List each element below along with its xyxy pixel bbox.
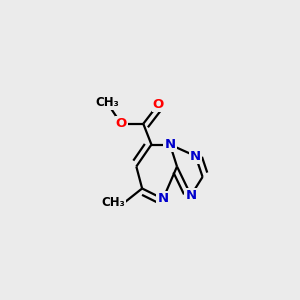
- Text: O: O: [116, 117, 127, 130]
- Text: CH₃: CH₃: [101, 196, 125, 209]
- Text: N: N: [190, 150, 201, 163]
- Text: N: N: [164, 138, 175, 151]
- Text: N: N: [158, 192, 169, 206]
- Text: N: N: [185, 189, 197, 202]
- Text: O: O: [153, 98, 164, 111]
- Text: CH₃: CH₃: [95, 97, 119, 110]
